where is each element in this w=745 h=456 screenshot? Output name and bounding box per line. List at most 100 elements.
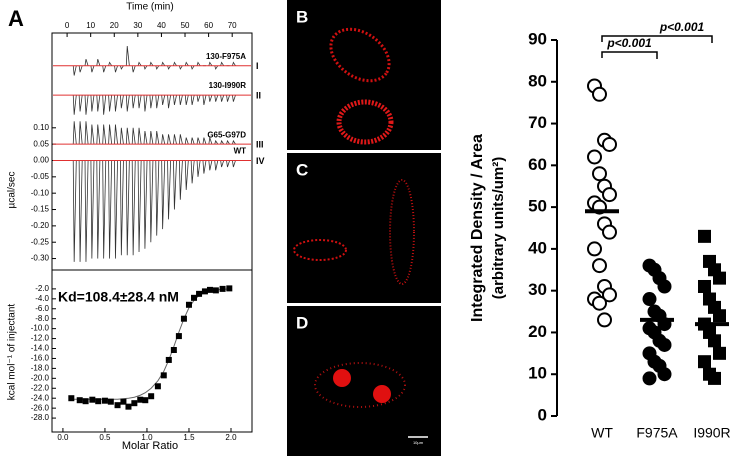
injection-peak bbox=[114, 95, 118, 112]
injection-peak bbox=[208, 61, 213, 66]
injection-peak bbox=[226, 139, 230, 145]
data-point bbox=[708, 334, 721, 348]
y-tick-label: 0.10 bbox=[33, 123, 49, 132]
injection-peak bbox=[214, 65, 219, 70]
trace-label: IV bbox=[256, 156, 265, 166]
injection-peak bbox=[96, 95, 101, 112]
itc-frame bbox=[51, 32, 253, 271]
injection-peak bbox=[232, 160, 236, 168]
injection-peak bbox=[131, 160, 136, 256]
injection-peak bbox=[137, 160, 142, 253]
injection-peak bbox=[184, 61, 189, 66]
data-point bbox=[185, 301, 192, 308]
injection-peak bbox=[178, 134, 183, 145]
image-bg bbox=[287, 0, 441, 150]
y-axis-title: (arbitrary units/um²) bbox=[490, 157, 507, 300]
injection-peak bbox=[90, 160, 95, 259]
injection-peak bbox=[149, 160, 154, 243]
data-point bbox=[587, 149, 602, 165]
injection-peak bbox=[161, 95, 166, 106]
injection-peak bbox=[214, 94, 219, 102]
y-tick-label: -24.0 bbox=[31, 393, 50, 402]
fit-line bbox=[71, 288, 230, 400]
injection-peak bbox=[125, 127, 130, 145]
data-point bbox=[713, 271, 726, 285]
cell bbox=[336, 99, 394, 145]
injection-peak bbox=[190, 160, 195, 184]
x-tick-label: 1.5 bbox=[183, 433, 195, 442]
injection-peak bbox=[102, 124, 107, 145]
injection-peak bbox=[161, 61, 166, 66]
x-tick-label: WT bbox=[591, 425, 613, 441]
injection-peak bbox=[78, 65, 83, 73]
x-tick-label: 40 bbox=[157, 21, 166, 30]
y-tick-label: 40 bbox=[528, 238, 547, 257]
image-bg bbox=[287, 153, 441, 303]
injection-peak bbox=[155, 95, 160, 109]
y-tick-label: -14.0 bbox=[31, 344, 50, 353]
injection-peak bbox=[184, 95, 189, 106]
y-tick-label: -0.05 bbox=[31, 172, 50, 181]
injection-peak bbox=[125, 46, 130, 66]
data-point bbox=[137, 396, 144, 403]
injection-peak bbox=[114, 160, 118, 259]
y-tick-label: 10 bbox=[528, 364, 547, 383]
y-tick-label: -20.0 bbox=[31, 373, 50, 382]
injection-peak bbox=[173, 61, 177, 66]
injection-peak bbox=[131, 65, 136, 73]
injection-peak bbox=[208, 160, 213, 171]
y-tick-label: -18.0 bbox=[31, 364, 50, 373]
injection-peak bbox=[143, 131, 148, 145]
y-axis-title: Integrated Density / Area bbox=[469, 134, 486, 322]
injection-peak bbox=[155, 65, 160, 70]
injection-peak bbox=[96, 124, 101, 145]
x-tick-label: 30 bbox=[133, 21, 142, 30]
data-point bbox=[219, 285, 226, 292]
trace-name: WT bbox=[234, 147, 247, 156]
injection-peak bbox=[90, 124, 95, 145]
injection-peak bbox=[202, 160, 207, 174]
data-point bbox=[160, 372, 167, 379]
x-tick-label: 1.0 bbox=[141, 433, 153, 442]
data-point bbox=[642, 371, 657, 386]
data-point bbox=[698, 279, 711, 293]
trace-name: 130-F975A bbox=[206, 52, 246, 61]
y-tick-label: 70 bbox=[528, 113, 547, 132]
injection-peak bbox=[119, 127, 124, 145]
injection-peak bbox=[72, 65, 77, 76]
data-point bbox=[107, 398, 114, 405]
data-point bbox=[592, 86, 607, 102]
data-point bbox=[226, 285, 233, 292]
x-axis-title: Molar Ratio bbox=[122, 440, 178, 452]
data-point bbox=[698, 355, 711, 369]
injection-peak bbox=[108, 95, 113, 112]
injection-peak bbox=[167, 95, 172, 109]
data-point bbox=[602, 187, 617, 203]
panel-label: B bbox=[296, 7, 308, 26]
y-tick-label: -2.0 bbox=[35, 284, 49, 293]
y-tick-label: -0.15 bbox=[31, 205, 50, 214]
injection-peak bbox=[102, 95, 107, 115]
y-tick-label: -0.10 bbox=[31, 188, 50, 197]
injection-peak bbox=[220, 61, 225, 66]
injection-peak bbox=[232, 94, 236, 102]
data-point bbox=[602, 136, 617, 152]
injection-peak bbox=[220, 160, 225, 168]
micrograph: C bbox=[287, 153, 441, 303]
injection-peak bbox=[143, 65, 148, 70]
data-point bbox=[82, 398, 89, 405]
injection-peak bbox=[202, 137, 207, 145]
y-tick-label: -26.0 bbox=[31, 403, 50, 412]
data-point bbox=[175, 333, 182, 340]
injection-peak bbox=[137, 127, 142, 145]
injection-peak bbox=[125, 160, 130, 256]
injection-peak bbox=[96, 59, 101, 66]
data-point bbox=[597, 312, 612, 328]
injection-peak bbox=[167, 134, 172, 145]
injection-peak bbox=[90, 95, 95, 112]
injection-peak bbox=[143, 160, 148, 249]
x-tick-label: F975A bbox=[636, 425, 678, 441]
data-point bbox=[165, 356, 172, 363]
y-tick-label: -0.20 bbox=[31, 221, 50, 230]
